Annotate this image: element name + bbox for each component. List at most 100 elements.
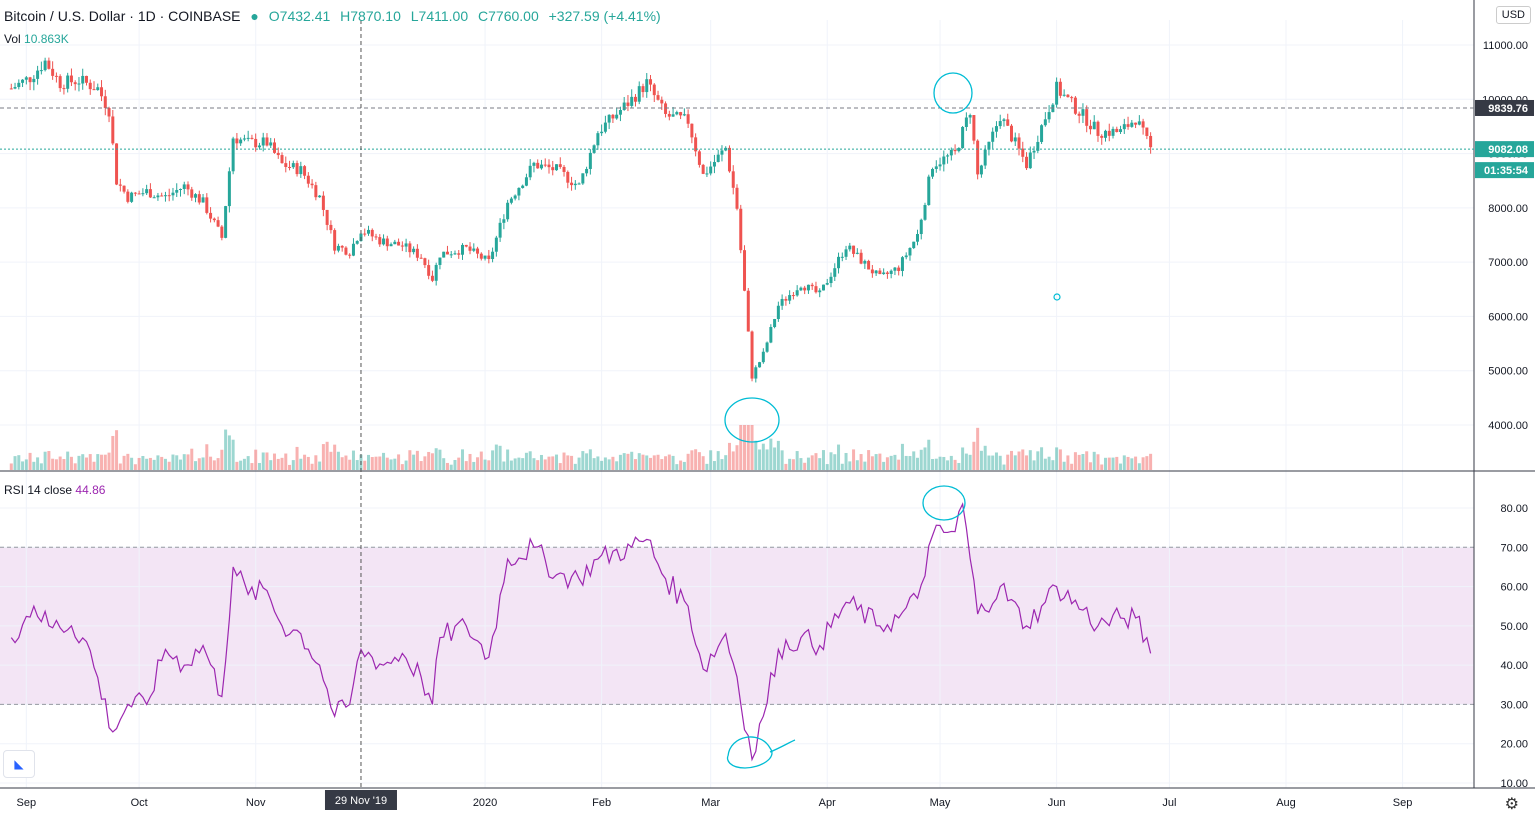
rsi-tick-label: 70.00 bbox=[1500, 542, 1528, 554]
candle-body bbox=[889, 270, 893, 274]
candle-body bbox=[442, 251, 446, 258]
time-tick-label: Feb bbox=[592, 797, 611, 809]
candle-body bbox=[964, 117, 968, 127]
volume-bar bbox=[88, 454, 92, 470]
candle-body bbox=[603, 122, 607, 132]
candle-body bbox=[660, 99, 664, 104]
volume-bar bbox=[84, 457, 88, 470]
candle-body bbox=[521, 185, 525, 188]
candle-body bbox=[735, 187, 739, 209]
candle-body bbox=[103, 96, 107, 108]
candle-body bbox=[190, 189, 194, 198]
candle-body bbox=[88, 82, 92, 90]
candle-body bbox=[532, 162, 536, 166]
candle-body bbox=[306, 175, 310, 184]
candle-body bbox=[498, 222, 502, 238]
scroll-nav-button[interactable]: ◣ bbox=[3, 750, 35, 778]
candle-body bbox=[47, 60, 51, 69]
volume-bar bbox=[1081, 454, 1085, 470]
candle-body bbox=[329, 224, 333, 231]
candle-body bbox=[863, 260, 867, 264]
candle-body bbox=[1066, 94, 1070, 98]
candle-body bbox=[1013, 137, 1017, 142]
candle-body bbox=[220, 226, 224, 238]
volume-bar bbox=[976, 427, 980, 470]
volume-bar bbox=[107, 452, 111, 470]
volume-bar bbox=[423, 456, 427, 470]
volume-bar bbox=[276, 458, 280, 470]
candle-body bbox=[976, 140, 980, 175]
candle-body bbox=[874, 270, 878, 274]
price-tick-label: 8000.00 bbox=[1488, 203, 1528, 215]
volume-bar bbox=[528, 451, 532, 470]
candle-body bbox=[690, 123, 694, 138]
candle-body bbox=[1130, 122, 1134, 127]
volume-bar bbox=[844, 452, 848, 470]
candle-body bbox=[859, 252, 863, 264]
candle-body bbox=[641, 86, 645, 93]
volume-bar bbox=[897, 459, 901, 470]
candle-body bbox=[73, 82, 77, 85]
volume-bar bbox=[773, 447, 777, 470]
candle-body bbox=[551, 167, 555, 171]
candle-body bbox=[487, 255, 491, 260]
currency-button[interactable]: USD bbox=[1495, 6, 1531, 24]
volume-bar bbox=[803, 462, 807, 470]
rsi-tick-label: 50.00 bbox=[1500, 621, 1528, 633]
volume-bar bbox=[1137, 463, 1141, 470]
candle-body bbox=[430, 275, 434, 281]
candle-body bbox=[1100, 135, 1104, 138]
candle-body bbox=[709, 166, 713, 174]
candle-body bbox=[81, 75, 85, 84]
volume-bar bbox=[1021, 449, 1025, 470]
candle-body bbox=[216, 220, 220, 227]
volume-bar bbox=[1115, 456, 1119, 470]
candle-body bbox=[611, 114, 615, 119]
gear-icon[interactable]: ⚙ bbox=[1504, 796, 1519, 813]
candle-body bbox=[712, 161, 716, 167]
volume-bar bbox=[878, 453, 882, 470]
annotation-circle bbox=[922, 485, 966, 521]
candle-body bbox=[1081, 109, 1085, 116]
symbol-title[interactable]: Bitcoin / U.S. Dollar · 1D · COINBASE bbox=[4, 8, 241, 24]
candle-body bbox=[167, 195, 171, 197]
volume-bar bbox=[1104, 457, 1107, 470]
candle-body bbox=[378, 237, 382, 245]
candle-body bbox=[39, 70, 43, 72]
volume-bar bbox=[949, 455, 953, 470]
volume-bar bbox=[498, 445, 502, 470]
candle-body bbox=[528, 165, 532, 178]
candle-body bbox=[675, 112, 679, 115]
volume-legend[interactable]: Vol 10.863K bbox=[4, 32, 69, 46]
volume-bar bbox=[1141, 457, 1145, 470]
candle-body bbox=[272, 142, 276, 153]
candle-body bbox=[938, 164, 942, 167]
candle-body bbox=[558, 164, 562, 167]
volume-bar bbox=[859, 454, 863, 470]
volume-bar bbox=[588, 449, 592, 470]
countdown-label: 01:35:54 bbox=[1484, 165, 1529, 177]
rsi-legend[interactable]: RSI 14 close 44.86 bbox=[4, 483, 105, 497]
candle-body bbox=[536, 162, 540, 169]
candle-body bbox=[393, 241, 397, 245]
candle-body bbox=[464, 244, 468, 247]
candle-body bbox=[524, 177, 528, 186]
candle-body bbox=[137, 193, 141, 195]
candle-body bbox=[566, 171, 570, 183]
candle-body bbox=[795, 290, 799, 296]
volume-bar bbox=[145, 458, 149, 470]
candle-body bbox=[1126, 124, 1130, 127]
candle-body bbox=[476, 248, 480, 254]
volume-bar bbox=[607, 459, 611, 470]
candle-body bbox=[848, 245, 852, 250]
volume-bar bbox=[318, 461, 322, 470]
candle-body bbox=[156, 195, 160, 198]
volume-bar bbox=[483, 459, 487, 470]
candle-body bbox=[62, 88, 66, 90]
candle-body bbox=[694, 137, 698, 152]
volume-bar bbox=[784, 463, 788, 470]
countdown-label-bg bbox=[1475, 162, 1534, 179]
candle-body bbox=[957, 148, 961, 152]
candle-body bbox=[197, 194, 201, 203]
